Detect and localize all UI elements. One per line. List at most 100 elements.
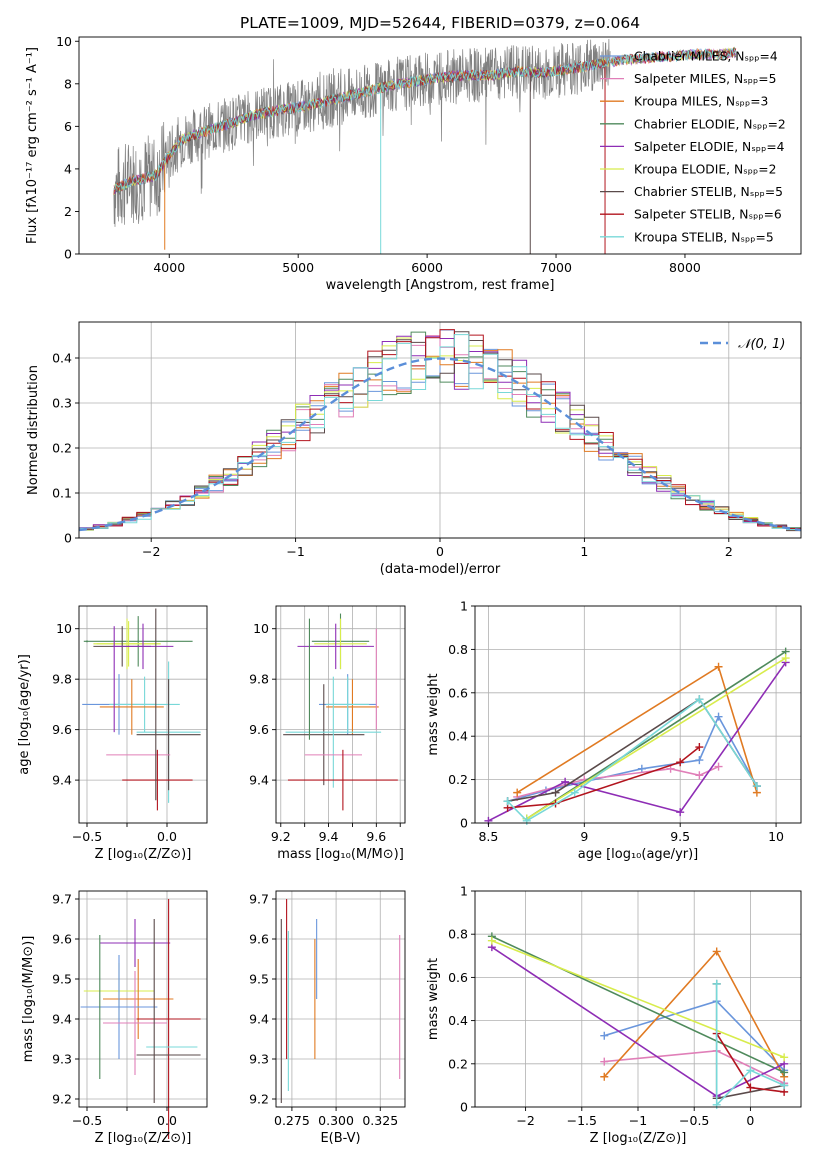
errorbar-point <box>99 919 171 967</box>
y-tick-label: 0.6 <box>448 970 468 985</box>
y-tick-label: 0.8 <box>448 927 468 942</box>
y-tick-label: 9.4 <box>249 1012 269 1027</box>
x-tick-label: 5000 <box>282 260 314 275</box>
y-tick-label: 0.8 <box>448 642 468 657</box>
y-tick-label: 0.4 <box>448 729 468 744</box>
plus-marker <box>714 662 723 671</box>
x-tick-label: 9.5 <box>670 829 690 844</box>
x-tick-label: 10 <box>768 829 784 844</box>
x-tick-label: −2 <box>516 1113 534 1128</box>
y-tick-label: 9.4 <box>52 773 72 788</box>
y-tick-label: 9.3 <box>52 1052 72 1067</box>
plus-marker <box>746 1066 755 1075</box>
y-axis-label: mass weight <box>426 958 441 1040</box>
plus-marker <box>513 788 522 797</box>
legend-entry: Chabrier MILES, Nₛₚₚ=4 <box>634 50 778 64</box>
weight-line-7 <box>507 746 700 809</box>
axes-frame <box>78 321 802 539</box>
plus-marker <box>503 797 512 806</box>
plus-marker <box>522 816 531 825</box>
y-tick-label: 10 <box>56 34 72 49</box>
y-tick-label: 9.7 <box>52 892 72 907</box>
weight-line-3 <box>526 650 787 820</box>
x-tick-label: 9.6 <box>366 829 386 844</box>
panel-weight-vs-age: 8.5 9 9.5 10 0 0.2 0.4 0.6 0.8 1 age [log₁₀(age/yr… <box>426 599 801 862</box>
x-tick-label: −0.5 <box>679 1113 709 1128</box>
plus-marker <box>695 771 704 780</box>
axes-frame <box>78 890 208 1108</box>
panel-mass-vs-ebv: 0.275 0.300 0.325 9.2 9.3 9.4 9.5 9.6 9.7 E(B-V) <box>249 891 405 1146</box>
y-tick-label: 9.2 <box>249 1092 269 1107</box>
y-tick-label: 9.6 <box>52 722 72 737</box>
y-tick-label: 9.3 <box>249 1052 269 1067</box>
legend-entry: Kroupa STELIB, Nₛₚₚ=5 <box>634 230 774 244</box>
y-tick-label: 6 <box>64 119 72 134</box>
plus-marker <box>600 1031 609 1040</box>
weight-line-5 <box>526 657 787 820</box>
errorbar-point <box>112 623 174 670</box>
weight-line-5 <box>491 939 785 1059</box>
plot-area <box>487 932 789 1109</box>
x-tick-label: 2 <box>725 544 733 559</box>
weight-line-8 <box>715 983 785 1107</box>
plus-marker <box>780 1068 789 1077</box>
y-tick-label: 0 <box>64 247 72 262</box>
x-tick-label: −1 <box>629 1113 647 1128</box>
y-tick-label: 1 <box>460 599 468 614</box>
x-axis-label: Z [log₁₀(Z/Z⊙)] <box>95 1131 192 1146</box>
plot-area <box>82 608 201 811</box>
legend-entry: Kroupa MILES, Nₛₚₚ=3 <box>634 95 768 109</box>
normal-reference-curve <box>78 357 802 532</box>
model-spectrum-8 <box>113 48 737 191</box>
errorbar-point <box>80 955 158 1059</box>
y-axis-label: age [log₁₀(age/yr)] <box>17 654 32 775</box>
y-axis-label: Flux [fλ10⁻¹⁷ erg cm⁻² s⁻¹ A⁻¹] <box>25 47 40 244</box>
y-tick-label: 9.6 <box>249 722 269 737</box>
plus-marker <box>714 762 723 771</box>
x-tick-label: 1 <box>580 544 588 559</box>
histogram-3 <box>79 331 801 529</box>
legend-entry: Chabrier ELODIE, Nₛₚₚ=2 <box>634 117 786 131</box>
y-tick-label: 0 <box>64 531 72 546</box>
y-tick-label: 4 <box>64 161 72 176</box>
y-tick-label: 9.6 <box>249 932 269 947</box>
spectrum-legend: Chabrier MILES, Nₛₚₚ=4 Salpeter MILES, Nₛ… <box>600 50 786 244</box>
errorbar-point <box>314 618 367 670</box>
weight-line-1 <box>516 765 719 798</box>
x-tick-label: 8000 <box>669 260 701 275</box>
plus-marker <box>487 936 496 945</box>
legend-entry: Kroupa ELODIE, Nₛₚₚ=2 <box>634 163 776 177</box>
axes-frame <box>474 890 802 1108</box>
plus-marker <box>600 1072 609 1081</box>
errorbar-point <box>285 676 382 788</box>
y-tick-label: 0.4 <box>448 1013 468 1028</box>
y-tick-label: 9.5 <box>52 972 72 987</box>
weight-line-3 <box>491 935 785 1074</box>
x-axis-label: wavelength [Angstrom, rest frame] <box>326 278 555 293</box>
y-tick-label: 8 <box>64 76 72 91</box>
y-tick-label: 9.7 <box>249 892 269 907</box>
x-axis-label: age [log₁₀(age/yr)] <box>578 847 699 862</box>
plus-marker <box>781 654 790 663</box>
x-tick-label: 0 <box>746 1113 754 1128</box>
y-tick-label: 0 <box>460 816 468 831</box>
panel-age-vs-z: −0.5 0.0 9.4 9.6 9.8 10 Z [log₁₀(Z/Z⊙)] age [lo… <box>17 606 207 862</box>
plot-area <box>113 38 737 254</box>
x-tick-label: −0.5 <box>72 829 102 844</box>
y-tick-label: 0 <box>460 1100 468 1115</box>
errorbar-point <box>287 749 398 811</box>
plot-area <box>484 647 790 825</box>
y-tick-label: 0.6 <box>448 685 468 700</box>
model-spectrum-5 <box>113 47 736 196</box>
panel-mass-vs-z: −0.5 0.0 9.2 9.3 9.4 9.5 9.6 9.7 Z [log₁₀(Z/Z⊙)]… <box>21 891 207 1146</box>
weight-line-4 <box>488 661 787 822</box>
errorbar-point <box>136 899 201 1139</box>
plus-marker <box>695 743 704 752</box>
errorbar-point <box>83 616 193 667</box>
plus-marker <box>695 756 704 765</box>
legend-entry: Salpeter STELIB, Nₛₚₚ=6 <box>634 208 782 222</box>
x-tick-label: −1 <box>286 544 304 559</box>
axes-frame <box>275 605 406 824</box>
plus-marker <box>676 808 685 817</box>
